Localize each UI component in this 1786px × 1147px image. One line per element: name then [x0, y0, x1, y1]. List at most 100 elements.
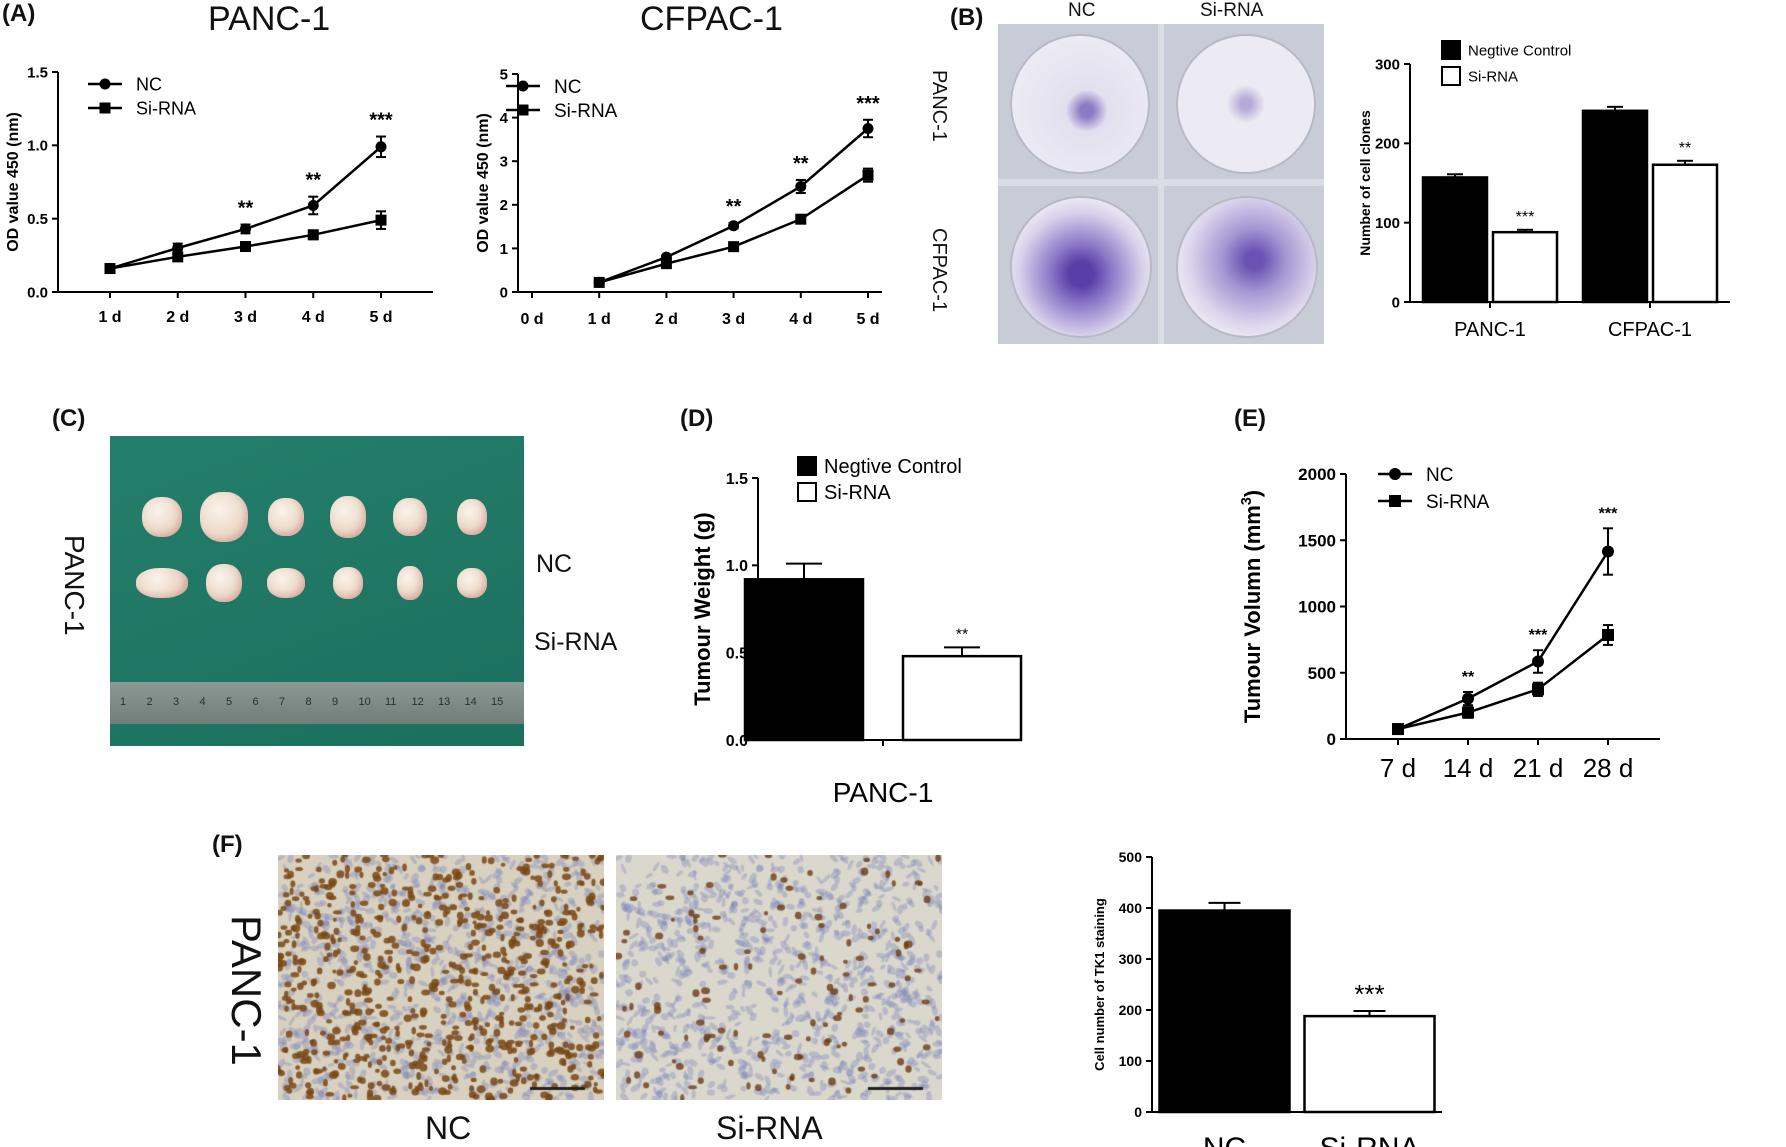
- significance-label: **: [305, 170, 321, 192]
- bar-sirna: [1491, 230, 1559, 304]
- colony-col-label-si: Si-RNA: [1200, 0, 1264, 21]
- bar-control: [1421, 176, 1489, 304]
- legend-label: NC: [136, 74, 162, 94]
- tumor-sirna: [136, 568, 188, 598]
- data-point-si-rna: [104, 263, 116, 275]
- y-tick-label: 200: [1119, 1002, 1143, 1018]
- y-tick-label: 0.5: [27, 211, 48, 228]
- tumor-nc: [393, 498, 427, 536]
- chart-cck8-panc: 0.0 0.5 1.0 1.5 OD value 450 (nm) 1 d 2 d 3 d 4 …: [5, 64, 433, 326]
- legend-marker: [517, 104, 529, 116]
- data-point-si-rna: [795, 213, 807, 225]
- y-tick-label: 200: [1375, 136, 1400, 153]
- ruler-number: 6: [252, 696, 259, 708]
- significance-label: **: [956, 626, 968, 643]
- ihc-texture-nc: [278, 855, 604, 1100]
- ruler-number: 1: [120, 696, 127, 708]
- significance-label: ***: [369, 110, 393, 132]
- tumor-nc: [200, 492, 248, 542]
- colony-image-grid: [998, 24, 1324, 344]
- data-point-si-rna: [172, 251, 184, 263]
- x-tick-label: 1 d: [588, 311, 611, 328]
- legend-marker: [517, 80, 529, 92]
- y-tick-label: 1.5: [726, 471, 748, 488]
- tumor-side-label: PANC-1: [59, 535, 90, 636]
- x-tick-label: Si-RNA: [1319, 1132, 1419, 1147]
- y-axis-label: Tumour Volumn (mm3): [1239, 490, 1265, 723]
- data-point-si-rna: [375, 214, 387, 226]
- legend-swatch: [1441, 66, 1461, 86]
- tumor-nc: [142, 497, 182, 537]
- legend-label: Si-RNA: [136, 98, 196, 118]
- y-tick-label: 100: [1375, 215, 1400, 232]
- data-point-si-rna: [728, 241, 740, 253]
- data-point-si-rna: [660, 258, 672, 270]
- y-tick-label: 1.0: [726, 558, 748, 575]
- tumor-row-label-nc: NC: [536, 550, 573, 578]
- y-tick-label: 1000: [1298, 598, 1336, 617]
- data-point-si-rna: [862, 169, 874, 181]
- legend-marker: [1389, 468, 1401, 480]
- y-tick-label: 1: [500, 241, 508, 258]
- tumor-sirna: [397, 566, 423, 600]
- x-tick-label: 4 d: [302, 309, 325, 326]
- ruler-number: 3: [173, 696, 180, 708]
- panel-label-a: (A): [2, 0, 36, 27]
- significance-label: ***: [1354, 979, 1384, 1009]
- y-axis-label: OD value 450 (nm): [5, 112, 22, 252]
- ihc-caption-nc: NC: [425, 1110, 472, 1146]
- x-tick-label: PANC-1: [1454, 319, 1526, 341]
- x-tick-label: 0 d: [520, 311, 543, 328]
- y-tick-label: 0: [1134, 1104, 1142, 1120]
- significance-label: ***: [1599, 505, 1618, 522]
- plate-dish: [1010, 34, 1150, 174]
- legend-label: Negtive Control: [824, 456, 962, 478]
- data-point-nc: [1602, 545, 1614, 558]
- data-point-nc: [795, 180, 807, 192]
- y-tick-label: 500: [1119, 849, 1143, 865]
- chart-cck8-cfpac: 0 1 2 3 4 5 OD value 450 (nm) 0 d 1 d 2 d 3 d 4 d 5 …: [475, 66, 882, 328]
- panel-label-b: (B): [950, 4, 984, 31]
- data-point-nc: [172, 242, 184, 254]
- y-axis-label-end: ): [1240, 490, 1265, 497]
- bar-sirna: [901, 654, 1023, 742]
- bar-sirna: [1651, 163, 1719, 304]
- panel-label-c: (C): [52, 405, 86, 432]
- tumor-photo: 1 2 3 4 5 6 7 8 9 10 11 12 13 14 15: [110, 436, 524, 746]
- plate-dish: [1176, 196, 1318, 338]
- colony-plate-panc-si: [1164, 24, 1324, 179]
- x-axis-label: PANC-1: [833, 777, 934, 808]
- significance-label: **: [1462, 669, 1475, 686]
- ruler-number: 8: [305, 696, 312, 708]
- ihc-side-label: PANC-1: [223, 915, 270, 1066]
- x-tick-label: 5 d: [856, 311, 879, 328]
- tumor-sirna: [457, 568, 487, 598]
- tumor-row-label-si: Si-RNA: [534, 628, 618, 656]
- data-point-si-rna: [1602, 628, 1614, 641]
- colony-plate-cfpac-si: [1164, 186, 1324, 344]
- panel-label-e: (E): [1234, 405, 1266, 432]
- data-point-nc: [240, 223, 251, 235]
- ruler-number: 10: [358, 696, 371, 708]
- panel-label-d: (D): [680, 405, 714, 432]
- y-tick-label: 2: [500, 197, 508, 214]
- y-tick-label: 300: [1375, 56, 1400, 73]
- ruler-number: 15: [491, 696, 504, 708]
- panel-label-f: (F): [212, 831, 243, 858]
- data-point-nc: [728, 220, 740, 232]
- ruler-number: 2: [146, 696, 153, 708]
- ruler: 1 2 3 4 5 6 7 8 9 10 11 12 13 14 15: [110, 682, 524, 724]
- colony-plate-cfpac-nc: [998, 186, 1158, 344]
- legend-label: NC: [554, 77, 581, 98]
- plate-dish: [1010, 196, 1152, 338]
- x-tick-label: 1 d: [98, 309, 121, 326]
- bar-nc: [1158, 909, 1291, 1114]
- significance-label: ***: [1516, 209, 1535, 226]
- data-point-nc: [375, 141, 387, 153]
- chart-tumour-volume: 0 500 1000 1500 2000 Tumour Volumn (mm3) 7 d 14…: [1239, 465, 1660, 783]
- legend-label: Si-RNA: [1426, 492, 1490, 513]
- legend-marker: [99, 102, 111, 114]
- significance-label: ***: [1529, 627, 1548, 644]
- data-point-nc: [1532, 655, 1544, 668]
